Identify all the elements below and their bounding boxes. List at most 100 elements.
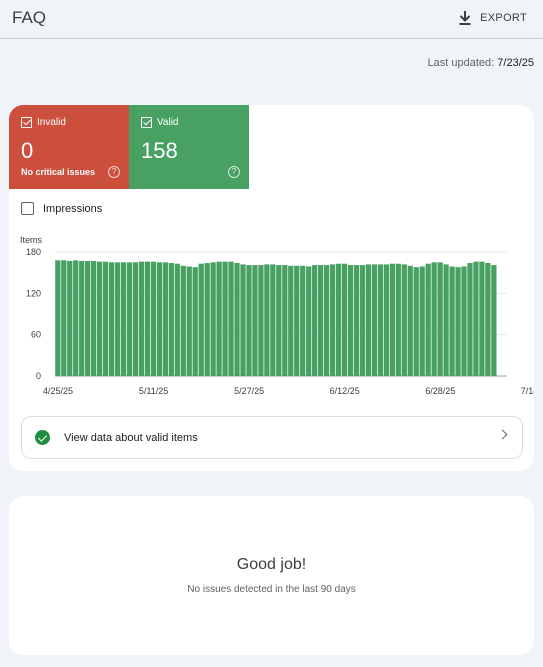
page-title: FAQ xyxy=(12,8,47,27)
x-tick-label: 5/27/25 xyxy=(234,386,264,396)
check-circle-icon xyxy=(35,430,50,445)
export-label: EXPORT xyxy=(480,12,527,24)
chart-bar xyxy=(114,262,121,376)
chart-bar xyxy=(210,262,216,376)
chart-bar xyxy=(216,261,222,376)
x-tick-label: 6/12/25 xyxy=(330,386,360,396)
invalid-checkbox-icon xyxy=(21,117,32,128)
view-valid-items-button[interactable]: View data about valid items xyxy=(21,416,523,459)
chart-bar xyxy=(198,263,204,376)
chart-bar xyxy=(323,265,330,376)
chart-bar xyxy=(228,261,234,376)
chart-bar xyxy=(419,266,425,376)
chart-bar xyxy=(192,267,198,376)
good-job-subtitle: No issues detected in the last 90 days xyxy=(187,584,356,595)
chart-bar xyxy=(359,265,366,376)
chart-bar xyxy=(282,265,288,376)
invalid-tile[interactable]: Invalid 0 No critical issues ? xyxy=(9,105,129,189)
good-job-title: Good job! xyxy=(236,556,307,573)
chart-bar xyxy=(222,261,228,376)
chart-bar xyxy=(144,261,151,376)
chart-bar xyxy=(91,260,97,376)
chart-bar xyxy=(174,263,180,376)
chart-bar xyxy=(467,263,473,376)
chart-bar xyxy=(55,260,61,376)
chart-bar xyxy=(407,265,413,376)
chart-bar xyxy=(383,264,389,376)
chart-bar xyxy=(329,264,336,376)
checkbox-icon xyxy=(21,202,34,215)
chart-bar xyxy=(150,261,157,376)
help-circle-icon[interactable]: ? xyxy=(228,166,240,178)
chart-bar xyxy=(461,266,467,376)
chart-bar xyxy=(204,263,210,376)
x-tick-label: 7/14/25 xyxy=(521,386,534,396)
chart-bar xyxy=(85,260,91,376)
chart-bar xyxy=(335,263,342,376)
chart-bar xyxy=(276,265,282,376)
invalid-count: 0 xyxy=(21,138,34,163)
chart-bar xyxy=(443,264,449,376)
chart-bar xyxy=(377,264,384,376)
x-tick-label: 5/11/25 xyxy=(139,386,168,396)
y-tick-label: 120 xyxy=(26,288,41,298)
chart-bar xyxy=(479,261,485,376)
valid-items-chart: Items 180 120 60 04/25/25 5/11/25 5/27/25 6/12/… xyxy=(20,235,534,396)
last-updated-date: 7/23/25 xyxy=(497,57,534,69)
chart-bar xyxy=(61,260,67,376)
y-tick-label: 60 xyxy=(31,330,41,340)
chart-bar xyxy=(234,263,240,376)
chart-bar xyxy=(180,265,186,376)
chart-bar xyxy=(156,262,163,376)
status-card: Invalid 0 No critical issues ? Valid 158… xyxy=(9,105,534,471)
chart-bar xyxy=(162,262,168,376)
invalid-subtitle: No critical issues xyxy=(21,167,96,177)
chart-bar xyxy=(401,264,407,376)
impressions-label: Impressions xyxy=(43,202,103,215)
chart-bar xyxy=(138,261,145,376)
chart-bar xyxy=(252,265,258,376)
chart-bar xyxy=(258,265,264,376)
good-job-card: Good job! No issues detected in the last… xyxy=(9,496,534,655)
chart-bar xyxy=(413,267,419,376)
chart-bar xyxy=(365,264,372,376)
invalid-label: Invalid xyxy=(37,117,66,128)
chart-bar xyxy=(168,263,174,376)
chart-bar xyxy=(126,262,133,376)
y-tick-label: 0 xyxy=(36,371,41,381)
valid-count: 158 xyxy=(141,138,178,163)
view-data-label: View data about valid items xyxy=(64,431,198,444)
chart-bar xyxy=(288,265,294,376)
last-updated: Last updated: 7/23/25 xyxy=(428,57,534,69)
download-icon xyxy=(459,11,471,25)
chart-bar xyxy=(341,263,348,376)
impressions-checkbox[interactable]: Impressions xyxy=(21,202,102,215)
chart-bar xyxy=(102,261,109,376)
chart-bar xyxy=(264,264,270,376)
chart-bar xyxy=(485,263,491,376)
last-updated-label: Last updated: xyxy=(427,57,495,69)
chart-bar xyxy=(395,263,401,376)
chart-bar xyxy=(73,260,79,376)
chart-bar xyxy=(491,265,497,376)
help-circle-icon[interactable]: ? xyxy=(108,166,120,178)
chart-bar xyxy=(473,261,479,376)
x-tick-label: 6/28/25 xyxy=(425,386,455,396)
export-button[interactable]: EXPORT xyxy=(453,6,533,30)
chart-bar xyxy=(425,263,431,376)
chart-bar xyxy=(306,266,312,376)
chart-bar xyxy=(270,264,276,376)
chart-bar xyxy=(312,265,318,376)
chart-bar xyxy=(67,260,73,376)
chart-bar xyxy=(347,265,354,376)
chevron-right-icon xyxy=(497,429,508,440)
chart-bar xyxy=(246,265,252,376)
chart-bar xyxy=(455,267,461,376)
valid-tile[interactable]: Valid 158 ? xyxy=(129,105,249,189)
chart-bar xyxy=(353,265,360,376)
chart-bar xyxy=(437,262,443,376)
valid-label: Valid xyxy=(157,117,179,128)
chart-bar xyxy=(318,265,324,376)
chart-bar xyxy=(431,262,437,376)
chart-bar xyxy=(371,264,378,376)
